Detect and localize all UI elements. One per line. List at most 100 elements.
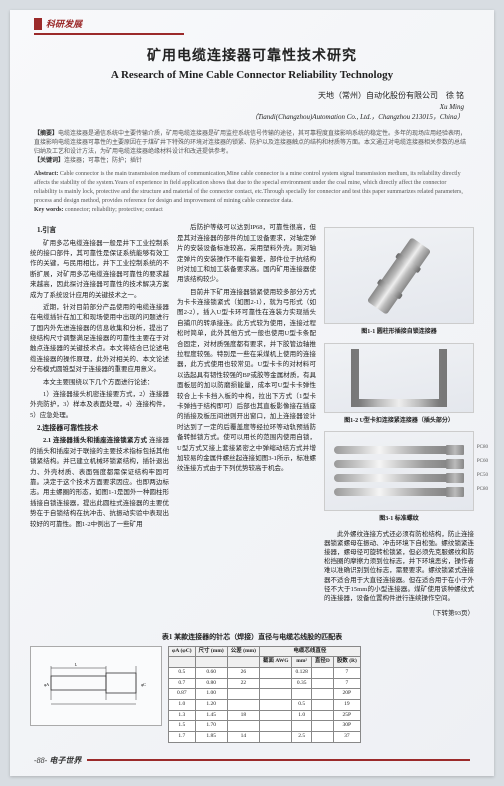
th: 尺寸 (mm) xyxy=(195,646,227,657)
table-section: 表1 某款连接器的针芯（焊接）直径与电缆芯线股的匹配表 L φA φC φA (… xyxy=(10,633,494,751)
th xyxy=(227,657,259,668)
spec-table: φA (φC) 尺寸 (mm) 公差 (mm) 电缆芯线直径 截面 AWG mm… xyxy=(168,646,361,743)
u-connector-illustration xyxy=(351,349,447,407)
td: 2.5 xyxy=(292,732,311,743)
td: 1.3 xyxy=(169,710,196,721)
td: 14 xyxy=(227,732,259,743)
table-row: 0.871.0020P xyxy=(169,689,361,700)
td: 1.45 xyxy=(195,710,227,721)
footer-rule xyxy=(87,759,470,761)
td: 0.35 xyxy=(292,678,311,689)
column-right: 图1-1 圆柱形插接自锁连接器 图1-2 U型卡扣连接紧连接器（插头部分） PC… xyxy=(324,223,474,625)
td: 0.87 xyxy=(169,689,196,700)
header-marker xyxy=(34,18,42,30)
affiliation-en: （Tiandi(Changzhou)Automation Co., Ltd.，C… xyxy=(251,113,464,121)
th: φA (φC) xyxy=(169,646,196,657)
td: 0.5 xyxy=(292,700,311,711)
page: 科研发展 矿用电缆连接器可靠性技术研究 A Research of Mine C… xyxy=(10,10,494,776)
pin: PC50 xyxy=(334,474,464,482)
para: 近期，针对目前部分产品使用的电缆连接器在电缆插针在加工和现场使用中出现的问题进行… xyxy=(30,303,169,376)
keywords-en: connector; reliability; protective; cont… xyxy=(65,207,163,213)
para: 目前井下矿用连接器锁紧使用较多部分方式为卡卡连接锁紧式（如图2-1），就为弓形式… xyxy=(177,288,316,475)
svg-text:φC: φC xyxy=(141,682,146,687)
continuation-note: （下转第93页） xyxy=(324,609,474,618)
pins-illustration: PC80 PC60 PC50 PC80 xyxy=(334,446,464,496)
td xyxy=(259,710,292,721)
td: 26 xyxy=(227,668,259,679)
para: 此外螺纹连接方式还必须有防松结构，防止连接器锁紧螺母在振动、冲击环境下自松弛。螺… xyxy=(324,530,474,603)
pin-svg: L φA φC xyxy=(41,656,151,716)
keywords-en-label: Key words: xyxy=(34,207,64,213)
td: 0.60 xyxy=(195,668,227,679)
para: 1）连接器接头机密连接要方式，2）连接器外壳防护，3）样本及表面处理，4）连接构… xyxy=(30,390,169,421)
table-subheader-row: 截面 AWG mm² 直径D 股数 (R) xyxy=(169,657,361,668)
section-1: 1.引言 xyxy=(30,225,169,236)
para-text: 连接器的插头和插座对于联接的主要技术指标包括其他锁紧结构。并已建立机械环锁紧结构… xyxy=(30,437,169,527)
authors-en: Xu Ming （Tiandi(Changzhou)Automation Co.… xyxy=(10,103,494,129)
td: 1.00 xyxy=(195,689,227,700)
td: 30P xyxy=(333,721,360,732)
td: 1.7 xyxy=(169,732,196,743)
td: 25P xyxy=(333,710,360,721)
td xyxy=(259,732,292,743)
th: 直径D xyxy=(311,657,333,668)
td: 1.20 xyxy=(195,700,227,711)
td: 19 xyxy=(333,700,360,711)
abstract-cn-label: 【摘要】 xyxy=(34,131,58,137)
td xyxy=(311,710,333,721)
td xyxy=(259,678,292,689)
td xyxy=(259,721,292,732)
svg-text:L: L xyxy=(75,662,78,667)
td: 1.0 xyxy=(169,700,196,711)
table-row: 1.31.45181.025P xyxy=(169,710,361,721)
td: 7 xyxy=(333,668,360,679)
header: 科研发展 xyxy=(10,10,494,39)
svg-text:φA: φA xyxy=(44,682,49,687)
section-label: 科研发展 xyxy=(46,18,82,31)
subsection-21: 2.1 连接器插头和插座连接锁紧方式 xyxy=(43,437,147,444)
td: 0.128 xyxy=(292,668,311,679)
abstract-cn: 【摘要】电缆连接器是通信系统中主要传输介质，矿用电缆连接器是矿用监控系统信号传输… xyxy=(10,128,494,168)
th: 截面 AWG xyxy=(259,657,292,668)
td xyxy=(292,721,311,732)
table-caption: 表1 某款连接器的针芯（焊接）直径与电缆芯线股的匹配表 xyxy=(30,633,474,643)
para: 后防护等级可以达到IP68，可靠性很高，但是其对连接器的部件的加工设备要求，对轴… xyxy=(177,223,316,285)
connector-illustration xyxy=(367,237,431,315)
table-row: 1.51.7030P xyxy=(169,721,361,732)
td: 0.7 xyxy=(169,678,196,689)
th: 股数 (R) xyxy=(333,657,360,668)
table-row: 1.71.85142.537 xyxy=(169,732,361,743)
th xyxy=(195,657,227,668)
abstract-en-label: Abstract: xyxy=(34,171,58,177)
td xyxy=(292,689,311,700)
td xyxy=(259,668,292,679)
abstract-en: Abstract: Cable connector is the main tr… xyxy=(10,168,494,217)
para: 本文主要围绕以下几个方面进行论述： xyxy=(30,378,169,388)
td: 0.80 xyxy=(195,678,227,689)
header-rule xyxy=(34,33,184,35)
td xyxy=(259,689,292,700)
author-name-en: Xu Ming xyxy=(440,103,464,111)
td: 1.70 xyxy=(195,721,227,732)
para: 矿用多芯电缆连接器一般是井下工业控制系统的接口部件，其可靠性是保证系统能够有效工… xyxy=(30,239,169,301)
keywords-cn: 连接器；可靠性；防护；插针 xyxy=(64,158,142,164)
para: 2.1 连接器插头和插座连接锁紧方式 连接器的插头和插座对于联接的主要技术指标包… xyxy=(30,436,169,530)
td xyxy=(227,721,259,732)
td xyxy=(227,700,259,711)
pin: PC80 xyxy=(334,446,464,454)
pin: PC60 xyxy=(334,460,464,468)
section-2: 2.连接器可靠性技术 xyxy=(30,423,169,434)
td: 22 xyxy=(227,678,259,689)
figure-1-2-caption: 图1-2 U型卡扣连接紧连接器（插头部分） xyxy=(324,417,474,425)
td xyxy=(311,700,333,711)
th xyxy=(169,657,196,668)
figure-1-1 xyxy=(324,227,474,324)
table-row: 0.50.6026 0.128 7 xyxy=(169,668,361,679)
footer: -88- 电子世界 xyxy=(10,751,494,776)
td xyxy=(311,678,333,689)
td xyxy=(311,732,333,743)
abstract-en-text: Cable connector is the main transmission… xyxy=(34,171,463,204)
th: mm² xyxy=(292,657,311,668)
table-row: 0.70.80220.357 xyxy=(169,678,361,689)
td: 0.5 xyxy=(169,668,196,679)
